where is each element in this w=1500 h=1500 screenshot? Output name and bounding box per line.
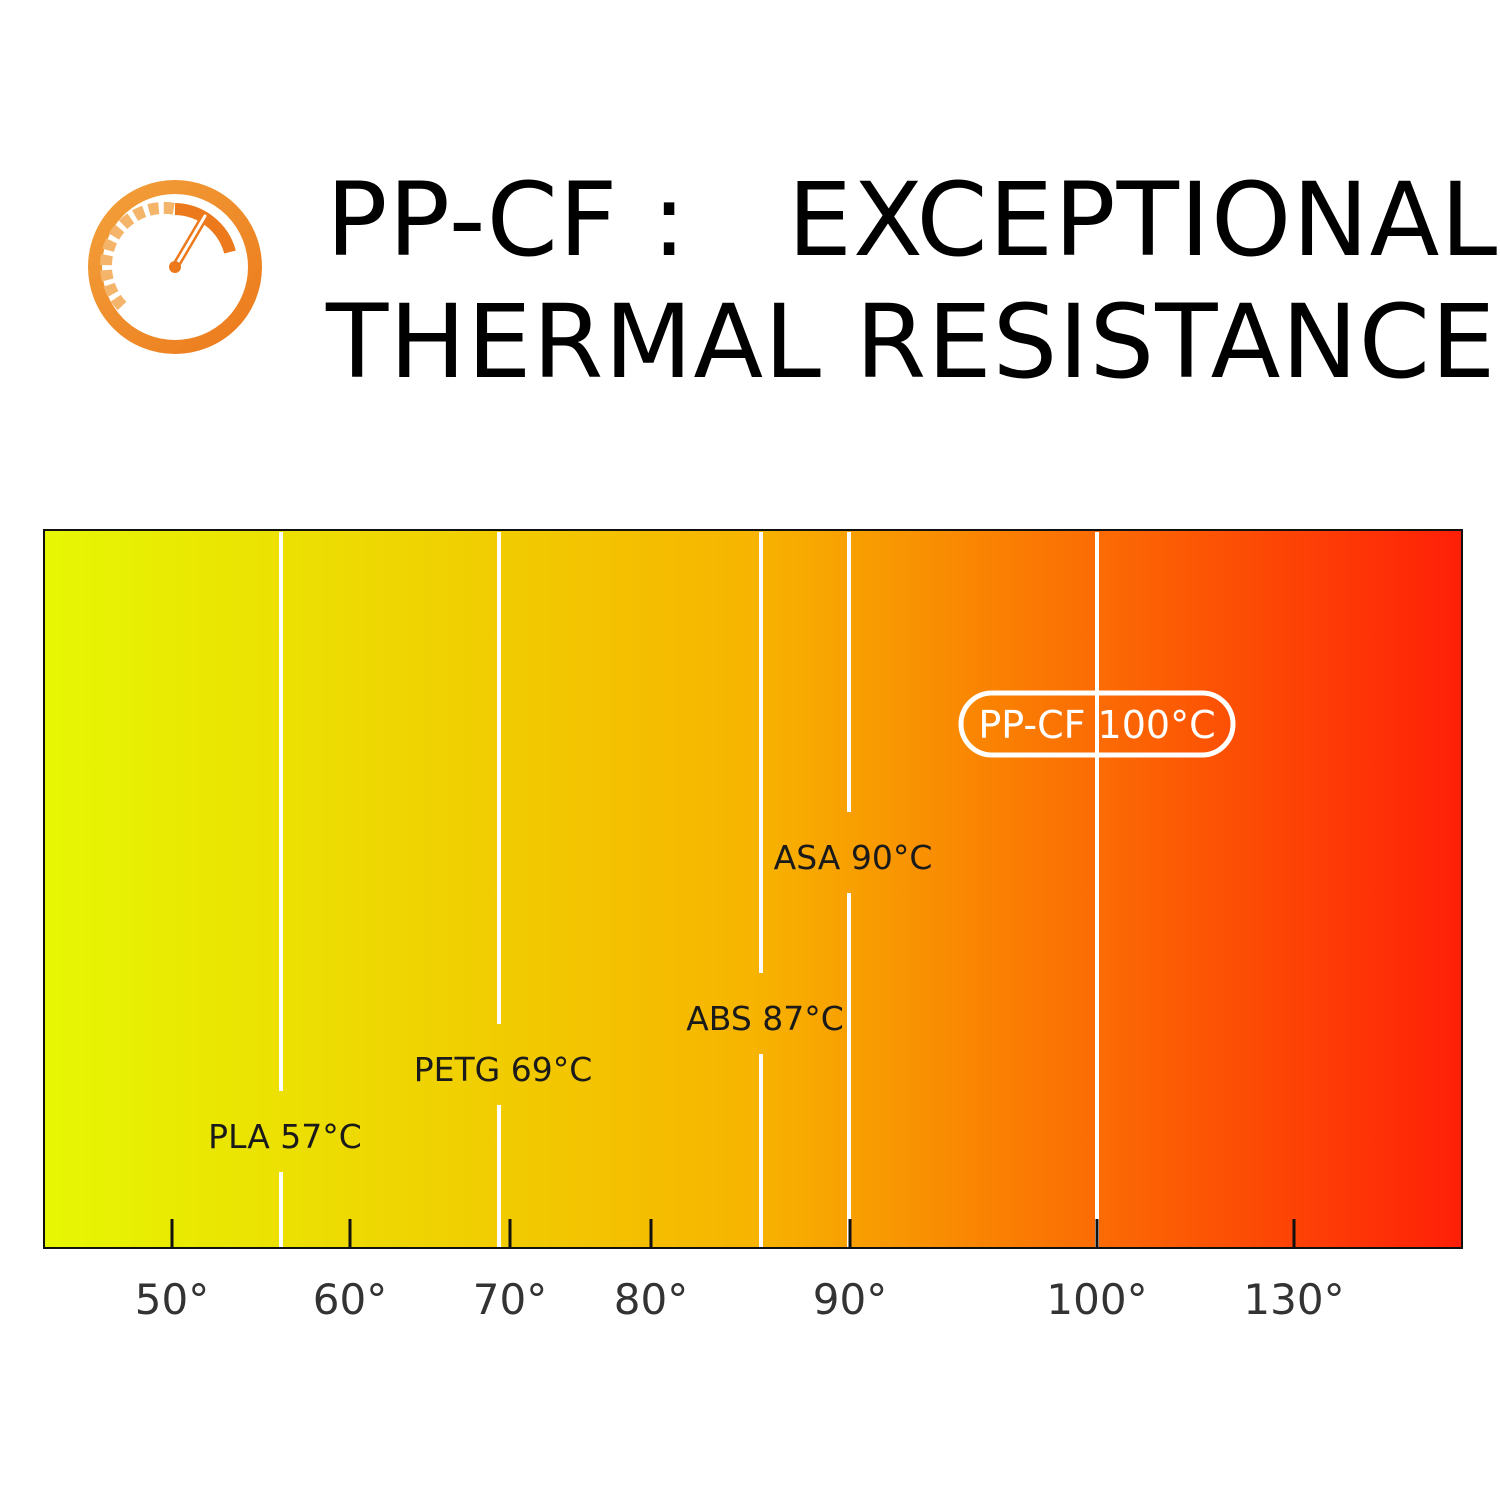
tick-label-90: 90° [813,1275,887,1324]
title-line-1: PP-CF : EXCEPTIONAL [326,161,1499,280]
marker-label-pp-cf: PP-CF 100°C [978,703,1215,747]
thermal-chart: PLA 57°C PETG 69°C ABS 87°C ASA 90°C PP-CF 1… [43,529,1463,1324]
marker-label-pla: PLA 57°C [208,1117,362,1156]
header: PP-CF : EXCEPTIONAL THERMAL RESISTANCE [0,0,1500,460]
marker-label-abs: ABS 87°C [686,999,844,1038]
page-title: PP-CF : EXCEPTIONAL THERMAL RESISTANCE [326,160,1499,404]
tick-label-50: 50° [135,1275,209,1324]
tick-label-130: 130° [1243,1275,1344,1324]
tick-label-80: 80° [614,1275,688,1324]
marker-label-asa: ASA 90°C [774,838,933,877]
marker-label-petg: PETG 69°C [414,1050,593,1089]
marker-badge-pp-cf [958,690,1236,758]
title-line-2: THERMAL RESISTANCE [326,283,1497,402]
gauge-icon [88,180,262,354]
tick-label-60: 60° [313,1275,387,1324]
tick-label-70: 70° [473,1275,547,1324]
tick-label-100: 100° [1046,1275,1147,1324]
